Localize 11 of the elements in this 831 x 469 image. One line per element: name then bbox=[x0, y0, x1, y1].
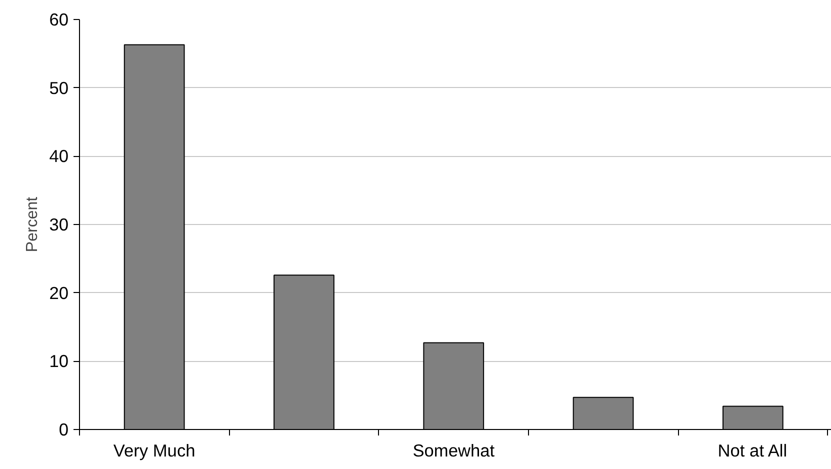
x-tick-label: Somewhat bbox=[412, 440, 495, 460]
x-tick-label: Very Much bbox=[113, 440, 196, 460]
y-tick-label: 50 bbox=[49, 78, 69, 98]
y-tick-label: 0 bbox=[58, 420, 69, 440]
y-tick-label: 10 bbox=[49, 351, 69, 372]
x-tick-label: Not at All bbox=[718, 440, 788, 460]
y-tick-label: 60 bbox=[49, 10, 69, 30]
y-tick-label: 30 bbox=[49, 214, 69, 234]
y-axis-title: Percent bbox=[24, 196, 42, 252]
y-tick-label: 20 bbox=[49, 282, 69, 303]
y-tick-label: 40 bbox=[49, 146, 69, 166]
